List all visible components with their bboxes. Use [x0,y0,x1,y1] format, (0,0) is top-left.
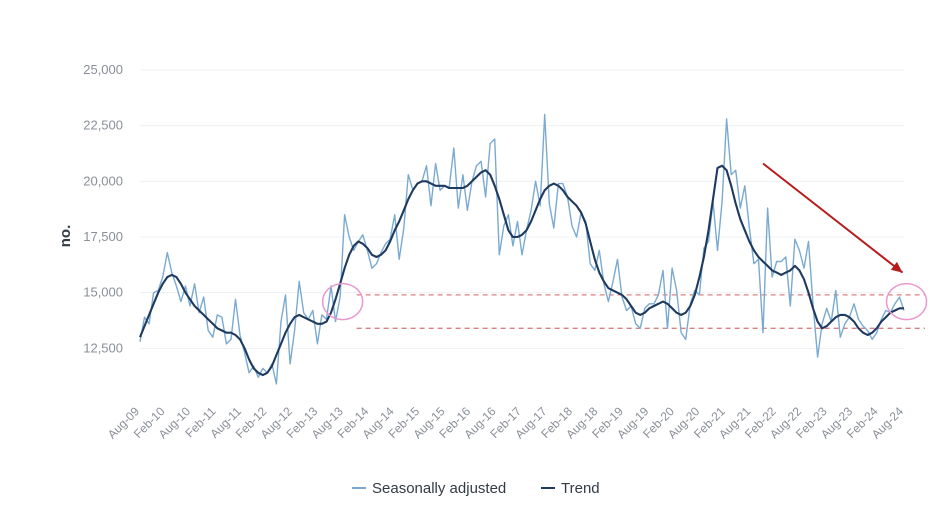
gridlines [140,69,904,349]
trend-arrow-line [762,162,904,274]
x-axis: Aug-09Feb-10Aug-10Feb-11Aug-11Feb-12Aug-… [105,404,906,441]
y-axis: 12,500 15,000 17,500 20,000 22,500 25,000 [83,62,123,355]
trend-arrow-head [890,261,903,273]
highlight-circle [321,282,364,321]
y-tick-label: 17,500 [83,229,123,244]
legend-label-trend: Trend [561,480,600,497]
y-tick-label: 22,500 [83,118,123,133]
legend: Seasonally adjusted Trend [352,480,600,497]
series-line-trend [139,164,904,377]
annotations [321,162,928,321]
y-tick-label: 25,000 [83,62,123,77]
highlight-circle [885,282,928,321]
y-tick-label: 20,000 [83,173,123,188]
plot-area [139,113,905,385]
y-tick-label: 15,000 [83,285,123,300]
y-tick-label: 12,500 [83,340,123,355]
series-line-seasonally-adjusted [139,113,905,385]
legend-label-seasonally-adjusted: Seasonally adjusted [372,480,506,497]
y-axis-label: no. [57,225,74,248]
reference-lines [356,294,925,329]
